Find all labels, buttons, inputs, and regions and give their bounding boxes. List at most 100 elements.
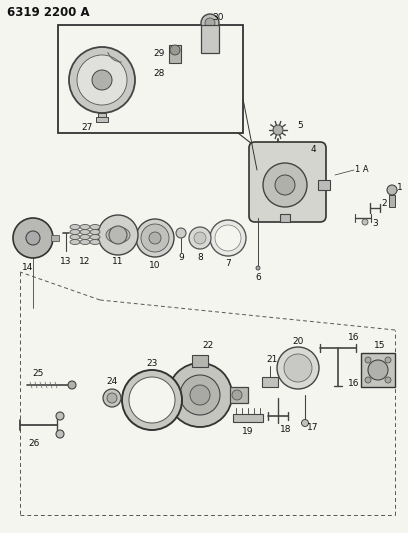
Circle shape — [26, 231, 40, 245]
Circle shape — [136, 219, 174, 257]
Text: 27: 27 — [81, 124, 93, 133]
Circle shape — [189, 227, 211, 249]
Text: 9: 9 — [178, 254, 184, 262]
Text: 16: 16 — [348, 378, 360, 387]
Circle shape — [365, 377, 371, 383]
Bar — [233, 414, 263, 422]
Ellipse shape — [90, 239, 100, 245]
Bar — [389, 195, 395, 207]
Circle shape — [98, 215, 138, 255]
Text: 24: 24 — [106, 377, 118, 386]
Circle shape — [68, 381, 76, 389]
Text: 1 A: 1 A — [355, 166, 368, 174]
Text: 22: 22 — [202, 341, 214, 350]
Text: 5: 5 — [297, 120, 303, 130]
Ellipse shape — [70, 239, 80, 245]
Circle shape — [275, 175, 295, 195]
Text: 23: 23 — [146, 359, 157, 367]
Circle shape — [205, 18, 215, 28]
Circle shape — [263, 163, 307, 207]
Text: 29: 29 — [154, 49, 165, 58]
Circle shape — [365, 357, 371, 363]
Text: 2: 2 — [381, 198, 387, 207]
Circle shape — [180, 375, 220, 415]
Circle shape — [109, 226, 127, 244]
Ellipse shape — [70, 224, 80, 230]
Bar — [318, 180, 330, 190]
Text: 1: 1 — [397, 183, 403, 192]
Text: 14: 14 — [22, 263, 34, 272]
Circle shape — [256, 266, 260, 270]
Text: 20: 20 — [292, 337, 304, 346]
Circle shape — [368, 360, 388, 380]
Circle shape — [387, 185, 397, 195]
Bar — [361, 353, 395, 387]
Circle shape — [107, 393, 117, 403]
Ellipse shape — [70, 230, 80, 235]
Text: 19: 19 — [242, 427, 254, 437]
Text: 10: 10 — [149, 262, 161, 271]
Circle shape — [385, 357, 391, 363]
Text: 15: 15 — [374, 342, 386, 351]
Text: 12: 12 — [79, 257, 91, 266]
Circle shape — [141, 224, 169, 252]
Circle shape — [168, 363, 232, 427]
Circle shape — [277, 347, 319, 389]
Text: 18: 18 — [280, 425, 292, 434]
Bar — [96, 117, 108, 122]
Bar — [230, 387, 248, 403]
Text: 6319 2200 A: 6319 2200 A — [7, 5, 90, 19]
Ellipse shape — [90, 224, 100, 230]
Text: 8: 8 — [197, 254, 203, 262]
Bar — [98, 113, 106, 119]
Circle shape — [170, 45, 180, 55]
Text: 11: 11 — [112, 257, 124, 266]
Bar — [169, 45, 181, 63]
Circle shape — [210, 220, 246, 256]
Ellipse shape — [80, 230, 90, 235]
Circle shape — [92, 70, 112, 90]
Text: 17: 17 — [307, 423, 319, 432]
Text: 6: 6 — [255, 273, 261, 282]
Circle shape — [190, 385, 210, 405]
Circle shape — [385, 377, 391, 383]
Bar — [280, 214, 290, 222]
Ellipse shape — [80, 224, 90, 230]
Text: 13: 13 — [60, 257, 72, 266]
Circle shape — [194, 232, 206, 244]
Text: 26: 26 — [28, 439, 40, 448]
Text: 3: 3 — [372, 219, 378, 228]
Circle shape — [56, 412, 64, 420]
Circle shape — [176, 228, 186, 238]
Circle shape — [362, 219, 368, 225]
Ellipse shape — [90, 230, 100, 235]
Circle shape — [77, 55, 127, 105]
Ellipse shape — [80, 235, 90, 239]
Ellipse shape — [90, 235, 100, 239]
Circle shape — [284, 354, 312, 382]
Circle shape — [69, 47, 135, 113]
Ellipse shape — [106, 227, 130, 243]
Text: 21: 21 — [266, 356, 278, 365]
Bar — [201, 25, 219, 53]
Circle shape — [122, 370, 182, 430]
Circle shape — [215, 225, 241, 251]
Bar — [192, 355, 208, 367]
Text: 16: 16 — [348, 334, 360, 343]
Circle shape — [149, 232, 161, 244]
Circle shape — [56, 430, 64, 438]
Text: 28: 28 — [153, 69, 165, 77]
Ellipse shape — [70, 235, 80, 239]
Bar — [51, 235, 59, 241]
Circle shape — [302, 419, 308, 426]
Text: 7: 7 — [225, 260, 231, 269]
Circle shape — [201, 14, 219, 32]
Circle shape — [129, 377, 175, 423]
Text: 25: 25 — [32, 368, 44, 377]
Text: 30: 30 — [212, 12, 224, 21]
Circle shape — [232, 390, 242, 400]
FancyBboxPatch shape — [249, 142, 326, 222]
Bar — [262, 377, 278, 387]
Circle shape — [103, 389, 121, 407]
Circle shape — [273, 125, 283, 135]
